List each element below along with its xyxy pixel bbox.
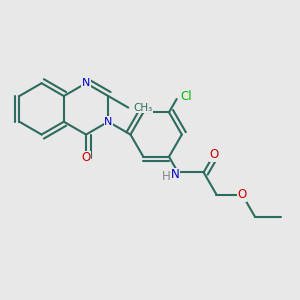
Text: N: N <box>82 78 90 88</box>
Text: N: N <box>171 168 180 182</box>
Text: H: H <box>162 170 171 183</box>
Text: N: N <box>104 117 112 127</box>
Text: O: O <box>81 151 91 164</box>
Text: O: O <box>209 148 218 161</box>
Text: Cl: Cl <box>181 90 192 103</box>
Text: O: O <box>238 188 247 201</box>
Text: CH₃: CH₃ <box>134 103 153 112</box>
